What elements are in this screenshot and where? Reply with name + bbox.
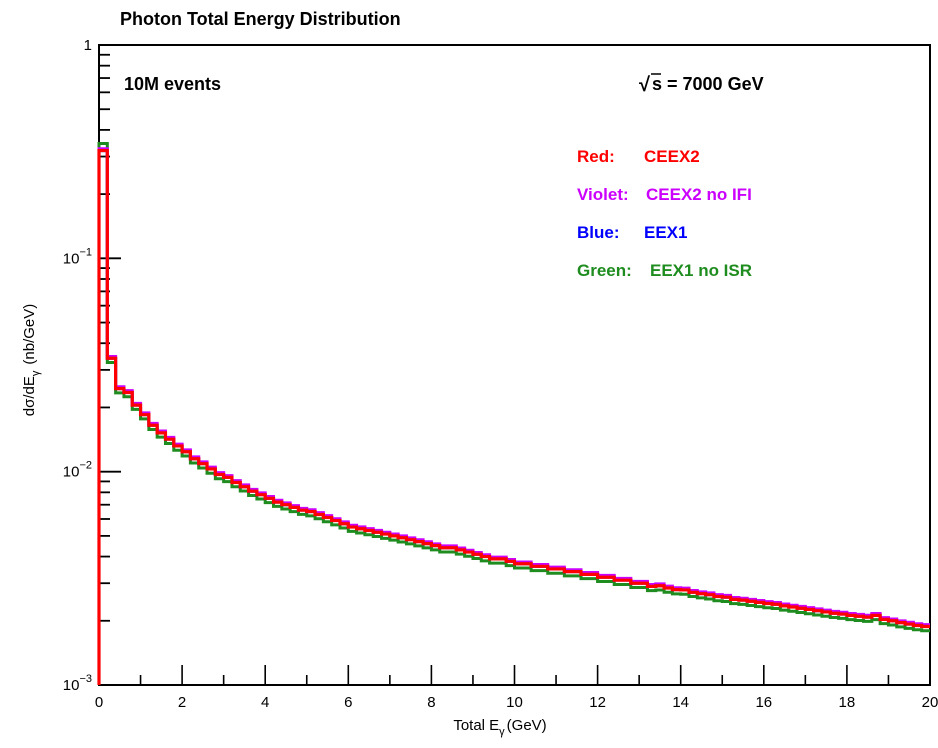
x-axis-title-sub: γ [499, 726, 505, 738]
y-axis-tick-labels: 10−3 10−2 10−1 1 [63, 37, 92, 694]
y-tick-label: 10−1 [63, 246, 92, 267]
x-axis-ticks [98, 665, 931, 685]
legend-value: CEEX2 [644, 147, 700, 166]
energy-annotation: √ s = 7000 GeV [639, 73, 764, 96]
legend-label: Green: [577, 261, 632, 280]
x-axis-title-main: Total E [453, 717, 499, 734]
series-line-blue [97, 149, 930, 685]
y-tick-label: 10−3 [63, 673, 92, 694]
y-tick-label: 1 [84, 37, 92, 54]
x-tick-label: 8 [427, 694, 435, 711]
legend-label: Blue: [577, 223, 620, 242]
sqrt-symbol: √ [639, 74, 651, 96]
legend-value: EEX1 [644, 223, 687, 242]
x-tick-label: 12 [589, 694, 606, 711]
series-line-red [97, 148, 930, 685]
y-tick-label: 10−2 [63, 460, 92, 481]
plot-frame [98, 44, 931, 686]
y-axis-title-main: dσ/dE [21, 376, 38, 416]
x-tick-label: 16 [755, 694, 772, 711]
series-line-violet [97, 147, 930, 685]
series-lines [97, 141, 930, 685]
x-tick-label: 14 [672, 694, 689, 711]
y-axis-title: dσ/dEγ (nb/GeV) [21, 304, 42, 416]
x-tick-label: 6 [344, 694, 352, 711]
x-tick-label: 2 [178, 694, 186, 711]
x-axis-title-unit: (GeV) [507, 717, 547, 734]
legend: Red: CEEX2 Violet: CEEX2 no IFI Blue: EEX1 Gre… [577, 147, 752, 280]
legend-label: Red: [577, 147, 615, 166]
x-tick-label: 18 [839, 694, 856, 711]
x-tick-label: 0 [95, 694, 103, 711]
chart-title: Photon Total Energy Distribution [120, 9, 401, 29]
legend-value: CEEX2 no IFI [646, 185, 752, 204]
legend-value: EEX1 no ISR [650, 261, 752, 280]
x-tick-label: 20 [922, 694, 938, 711]
y-axis-ticks [99, 44, 121, 686]
series-line-green [97, 141, 930, 685]
x-axis-tick-labels: 0 2 4 6 8 10 12 14 16 18 20 [95, 694, 938, 711]
events-annotation: 10M events [124, 74, 221, 94]
legend-label: Violet: [577, 185, 629, 204]
x-tick-label: 10 [506, 694, 523, 711]
y-axis-title-unit: (nb/GeV) [21, 304, 38, 365]
energy-annotation-text: s = 7000 GeV [652, 74, 764, 94]
x-axis-title: Total Eγ (GeV) [453, 717, 546, 738]
y-axis-title-sub: γ [30, 370, 42, 376]
x-tick-label: 4 [261, 694, 269, 711]
